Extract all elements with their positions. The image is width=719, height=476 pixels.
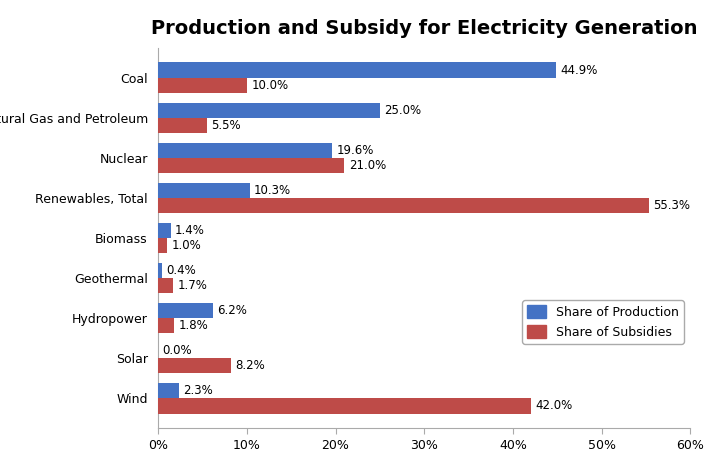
Bar (158, 102, 380, 118)
Title: Production and Subsidy for Electricity Generation: Production and Subsidy for Electricity G… (151, 19, 697, 38)
Text: 10.3%: 10.3% (254, 184, 291, 197)
Bar (158, 223, 170, 238)
Text: 1.0%: 1.0% (172, 239, 201, 252)
Bar (158, 318, 174, 333)
Text: 44.9%: 44.9% (561, 64, 598, 77)
Text: 1.8%: 1.8% (178, 319, 209, 332)
Text: 25.0%: 25.0% (384, 104, 421, 117)
Bar (158, 303, 213, 318)
Text: 1.7%: 1.7% (178, 279, 208, 292)
Bar (158, 118, 207, 133)
Text: 19.6%: 19.6% (336, 144, 374, 157)
Bar (158, 78, 247, 93)
Bar (158, 198, 649, 213)
Bar (158, 183, 249, 198)
Text: 2.3%: 2.3% (183, 384, 213, 397)
Text: 0.4%: 0.4% (166, 264, 196, 277)
Bar (158, 278, 173, 293)
Bar (158, 143, 332, 158)
Bar (158, 263, 162, 278)
Text: 55.3%: 55.3% (653, 199, 690, 212)
Bar (158, 238, 167, 253)
Text: 1.4%: 1.4% (175, 224, 205, 237)
Text: 42.0%: 42.0% (535, 399, 572, 412)
Legend: Share of Production, Share of Subsidies: Share of Production, Share of Subsidies (523, 300, 684, 344)
Bar (158, 398, 531, 414)
Text: 10.0%: 10.0% (252, 79, 288, 92)
Bar (158, 383, 178, 398)
Text: 5.5%: 5.5% (211, 119, 241, 132)
Text: 6.2%: 6.2% (218, 304, 247, 317)
Text: 21.0%: 21.0% (349, 159, 386, 172)
Bar (158, 358, 231, 374)
Text: 0.0%: 0.0% (162, 344, 192, 357)
Bar (158, 62, 557, 78)
Text: 8.2%: 8.2% (235, 359, 265, 372)
Bar (158, 158, 344, 173)
